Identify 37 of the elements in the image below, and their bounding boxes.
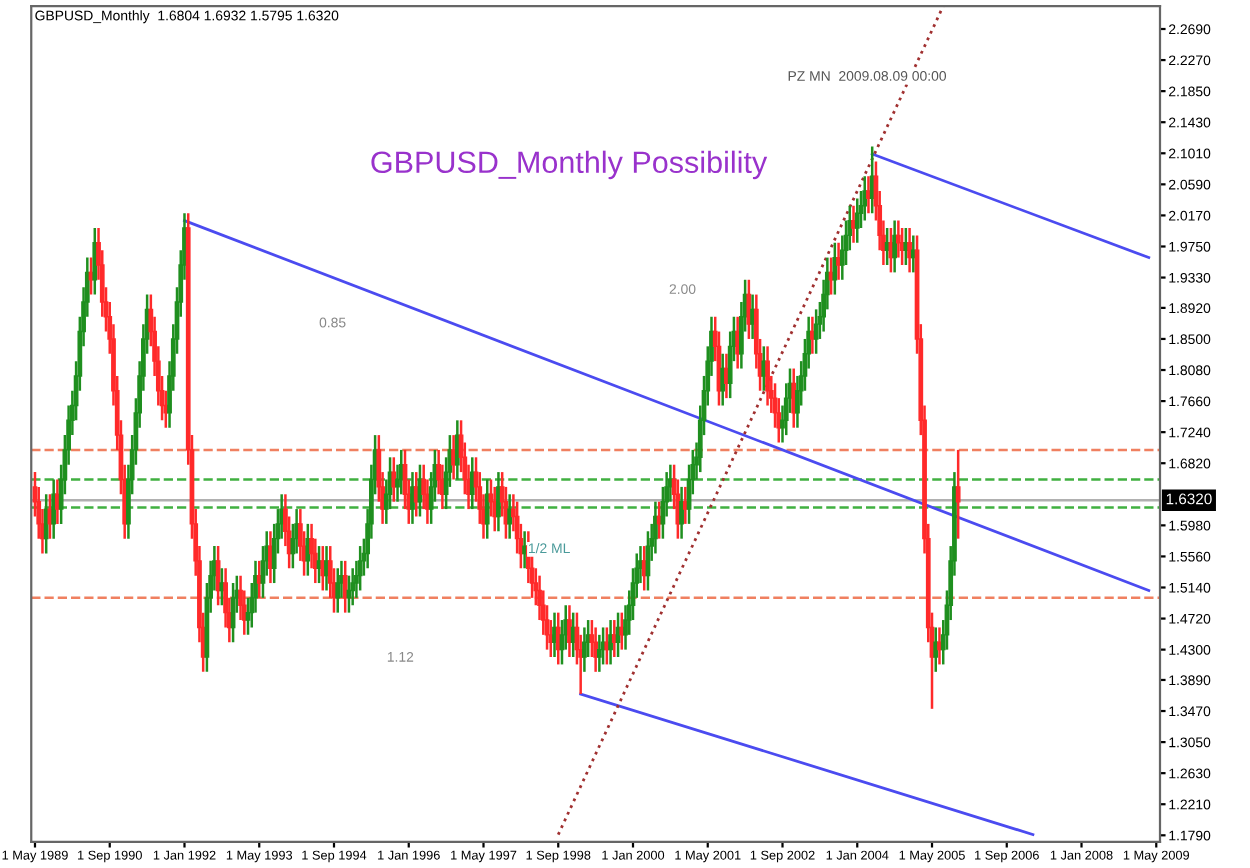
annotation: GBPUSD_Monthly Possibility [371, 150, 768, 180]
candlestick [682, 485, 688, 526]
candlestick [761, 345, 767, 392]
candlestick [791, 367, 797, 429]
candlestick [608, 618, 613, 666]
candlestick [593, 626, 599, 674]
candlestick [907, 226, 912, 274]
candlestick [653, 500, 658, 555]
candlestick [679, 485, 684, 540]
candlestick [342, 559, 348, 614]
candlestick [410, 470, 415, 526]
candlestick [884, 226, 890, 267]
candlestick [910, 234, 916, 274]
candlestick [256, 559, 262, 600]
candlestick [810, 315, 815, 355]
candlestick [836, 241, 841, 282]
candlestick [567, 604, 572, 659]
candlestick [619, 611, 625, 651]
candlestick [892, 219, 898, 274]
candlestick [866, 174, 871, 215]
candlestick [496, 470, 501, 533]
candlestick [656, 500, 662, 540]
candlestick [335, 567, 341, 614]
candlestick [469, 456, 475, 511]
candlestick [484, 478, 490, 540]
candlestick [350, 567, 356, 607]
candlestick [895, 219, 901, 259]
candlestick [955, 448, 961, 540]
candlestick [555, 611, 561, 666]
candlestick [582, 626, 587, 674]
candlestick [903, 226, 909, 267]
candlestick [522, 530, 527, 570]
candlestick [611, 618, 617, 659]
candlestick [454, 419, 460, 481]
candlestick [596, 633, 602, 674]
candlestick [851, 204, 856, 245]
candlestick [765, 345, 770, 407]
